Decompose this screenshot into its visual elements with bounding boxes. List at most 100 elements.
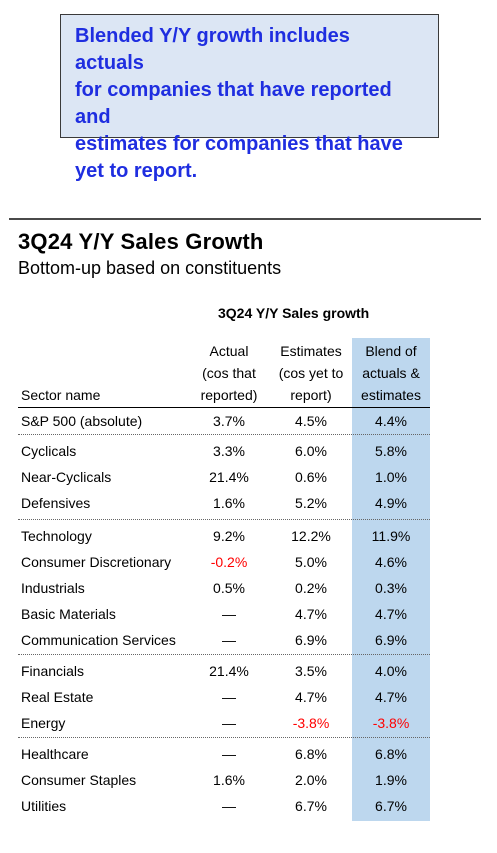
estimates-cell: 12.2% — [291, 528, 331, 544]
group-separator — [18, 654, 430, 655]
header-actual-line: (cos that — [202, 365, 256, 381]
sector-name-cell: Technology — [21, 528, 92, 544]
table-row: Healthcare — 6.8% 6.8% — [0, 742, 497, 766]
blend-cell: 11.9% — [371, 528, 411, 544]
table-row: Communication Services — 6.9% 6.9% — [0, 628, 497, 652]
actual-cell: — — [222, 689, 236, 705]
blend-column-shading — [352, 338, 430, 821]
exhibit-subtitle: Bottom-up based on constituents — [18, 258, 282, 278]
actual-cell: 1.6% — [213, 495, 245, 511]
blend-cell: 4.4% — [375, 413, 407, 429]
table-row: Consumer Discretionary -0.2% 5.0% 4.6% — [0, 550, 497, 574]
callout-line-1: Blended Y/Y growth includes actuals — [75, 25, 350, 74]
actual-cell: 3.3% — [213, 443, 245, 459]
header-blend-line: actuals & — [362, 365, 420, 381]
estimates-cell: 5.2% — [295, 495, 327, 511]
header-estimates: Estimates (cos yet to report) — [272, 340, 350, 406]
estimates-cell: 6.7% — [295, 798, 327, 814]
blend-cell: 5.8% — [375, 443, 407, 459]
sector-name-cell: Real Estate — [21, 689, 94, 705]
sector-name-cell: Financials — [21, 663, 85, 679]
actual-cell: 1.6% — [213, 772, 245, 788]
blend-cell: 6.8% — [375, 746, 407, 762]
blend-cell: 4.0% — [375, 663, 407, 679]
actual-cell: — — [222, 715, 236, 731]
header-estimates-line: Estimates — [280, 343, 342, 359]
actual-cell: — — [222, 746, 236, 762]
group-separator — [18, 519, 430, 520]
estimates-cell: 3.5% — [295, 663, 327, 679]
actual-cell: -0.2% — [210, 554, 248, 570]
group-separator — [18, 434, 430, 435]
sector-name-cell: Cyclicals — [21, 443, 77, 459]
actual-cell: 9.2% — [213, 528, 245, 544]
header-sector-name: Sector name — [21, 387, 101, 403]
estimates-cell: 2.0% — [295, 772, 327, 788]
estimates-cell: 6.0% — [295, 443, 327, 459]
top-divider — [9, 218, 481, 220]
header-estimates-line: report) — [290, 387, 332, 403]
table-row: Near-Cyclicals 21.4% 0.6% 1.0% — [0, 465, 497, 489]
estimates-cell: 0.6% — [295, 469, 327, 485]
column-group-title: 3Q24 Y/Y Sales growth — [218, 305, 370, 321]
blend-cell: 4.9% — [375, 495, 407, 511]
group-separator — [18, 737, 430, 738]
sector-name-cell: Basic Materials — [21, 606, 116, 622]
blend-cell: 4.7% — [375, 689, 407, 705]
callout-line-3: estimates for companies that have — [75, 133, 403, 155]
estimates-cell: 0.2% — [295, 580, 327, 596]
estimates-cell: 4.7% — [295, 689, 327, 705]
table-row: Technology 9.2% 12.2% 11.9% — [0, 524, 497, 548]
actual-cell: 21.4% — [209, 663, 249, 679]
sector-name-cell: Healthcare — [21, 746, 89, 762]
table-row: Cyclicals 3.3% 6.0% 5.8% — [0, 439, 497, 463]
exhibit-title: 3Q24 Y/Y Sales Growth — [18, 229, 264, 254]
actual-cell: 0.5% — [213, 580, 245, 596]
table-row: Financials 21.4% 3.5% 4.0% — [0, 659, 497, 683]
actual-cell: — — [222, 606, 236, 622]
callout-line-4: yet to report. — [75, 160, 198, 182]
estimates-cell: 6.9% — [295, 632, 327, 648]
header-estimates-line: (cos yet to — [278, 365, 344, 381]
callout-note: Blended Y/Y growth includes actuals for … — [60, 14, 439, 182]
estimates-cell: 4.5% — [295, 413, 327, 429]
sector-name-cell: Energy — [21, 715, 66, 731]
table-row: Real Estate — 4.7% 4.7% — [0, 685, 497, 709]
blend-cell: 0.3% — [375, 580, 407, 596]
sector-name-cell: Near-Cyclicals — [21, 469, 112, 485]
sector-name-cell: Utilities — [21, 798, 67, 814]
table-row: Basic Materials — 4.7% 4.7% — [0, 602, 497, 626]
estimates-cell: 5.0% — [295, 554, 327, 570]
header-actual-line: Actual — [209, 343, 249, 359]
sector-name-cell: Consumer Discretionary — [21, 554, 172, 570]
sector-name-cell: S&P 500 (absolute) — [21, 413, 143, 429]
actual-cell: 3.7% — [213, 413, 245, 429]
sector-name-cell: Defensives — [21, 495, 91, 511]
estimates-cell: -3.8% — [292, 715, 330, 731]
actual-cell: — — [222, 798, 236, 814]
sector-name-cell: Industrials — [21, 580, 85, 596]
actual-cell: — — [222, 632, 236, 648]
actual-cell: 21.4% — [209, 469, 249, 485]
blend-cell: 1.0% — [375, 469, 407, 485]
blend-cell: 4.6% — [375, 554, 407, 570]
table-row: Energy — -3.8% -3.8% — [0, 711, 497, 735]
header-rule — [18, 407, 430, 408]
blend-cell: 6.7% — [375, 798, 407, 814]
sector-name-cell: Consumer Staples — [21, 772, 137, 788]
estimates-cell: 6.8% — [295, 746, 327, 762]
header-blend: Blend of actuals & estimates — [352, 340, 430, 406]
table-row: Industrials 0.5% 0.2% 0.3% — [0, 576, 497, 600]
header-actual-line: reported) — [200, 387, 258, 403]
table-row: S&P 500 (absolute) 3.7% 4.5% 4.4% — [0, 409, 497, 433]
callout-line-2: for companies that have reported and — [75, 79, 392, 128]
blend-cell: -3.8% — [372, 715, 410, 731]
blend-cell: 4.7% — [375, 606, 407, 622]
header-actual: Actual (cos that reported) — [192, 340, 266, 406]
table-row: Defensives 1.6% 5.2% 4.9% — [0, 491, 497, 515]
blend-cell: 6.9% — [375, 632, 407, 648]
table-row: Utilities — 6.7% 6.7% — [0, 794, 497, 818]
table-row: Consumer Staples 1.6% 2.0% 1.9% — [0, 768, 497, 792]
header-blend-line: estimates — [361, 387, 421, 403]
blend-cell: 1.9% — [375, 772, 407, 788]
